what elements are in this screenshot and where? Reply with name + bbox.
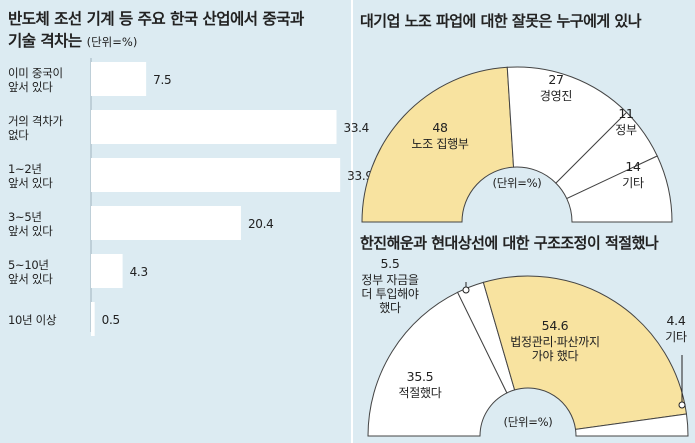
bar-chart-title-line1: 반도체 조선 기계 등 주요 한국 산업에서 중국과 xyxy=(8,10,304,28)
pie-bottom-slice-label: 정부 자금을 xyxy=(361,273,418,287)
panel-divider xyxy=(351,0,353,443)
bar-category-label: 3~5년 xyxy=(8,210,42,224)
bar xyxy=(91,302,95,336)
bar-value-label: 4.3 xyxy=(130,265,148,279)
bar xyxy=(91,110,337,144)
pie-top-unit: (단위=%) xyxy=(493,176,542,190)
bar-chart-title-line2: 기술 격차는 (단위=%) xyxy=(8,30,348,53)
bar-category-label: 앞서 있다 xyxy=(8,272,53,286)
pie-bottom-title: 한진해운과 현대상선에 대한 구조조정이 적절했나 xyxy=(360,234,659,252)
pie-top-slice xyxy=(566,155,673,223)
bar-category-label: 1~2년 xyxy=(8,162,42,176)
pie-top-value-label: 27 xyxy=(548,72,563,87)
pie-top-slice-label: 정부 xyxy=(615,123,637,137)
pie-bottom-slice-label: 기타 xyxy=(665,330,687,344)
pie-top-title: 대기업 노조 파업에 대한 잘못은 누구에게 있나 xyxy=(360,12,642,30)
bar-chart-unit: (단위=%) xyxy=(86,35,138,49)
pie-top-slice-label: 노조 집행부 xyxy=(411,136,468,151)
bar xyxy=(91,254,123,288)
pie-bottom-value-label: 5.5 xyxy=(381,256,400,271)
pie-top-slice xyxy=(506,66,628,184)
pie-bottom-value-label: 35.5 xyxy=(407,369,434,384)
bar-chart-title: 반도체 조선 기계 등 주요 한국 산업에서 중국과 기술 격차는 (단위=%) xyxy=(8,8,348,53)
bar xyxy=(91,206,241,240)
pie-bottom-slice xyxy=(367,291,508,437)
pie-top-slice-label: 경영진 xyxy=(540,89,572,103)
pie-bottom-slice-label: 가야 했다 xyxy=(532,349,579,363)
bar xyxy=(91,158,341,192)
pie-top-value-label: 11 xyxy=(618,106,633,121)
bar-category-label: 앞서 있다 xyxy=(8,80,53,94)
pie-bottom-slice-label: 적절했다 xyxy=(399,386,442,400)
bar-value-label: 20.4 xyxy=(248,217,274,231)
pie-top-slice xyxy=(361,66,515,223)
bar-category-label: 없다 xyxy=(8,128,29,142)
bar-value-label: 7.5 xyxy=(153,73,171,87)
bar-value-label: 33.9 xyxy=(347,169,373,183)
pie-bottom-slice-label: 했다 xyxy=(379,301,401,315)
bar-category-label: 앞서 있다 xyxy=(8,224,53,238)
bar-value-label: 0.5 xyxy=(102,313,120,327)
pie-top-value-label: 48 xyxy=(432,120,448,135)
pie-bottom-slice xyxy=(574,413,689,437)
pie-top-value-label: 14 xyxy=(625,159,641,174)
pie-bottom-value-label: 54.6 xyxy=(542,318,569,333)
bar-value-label: 33.4 xyxy=(343,121,369,135)
pie-bottom-leader-dot xyxy=(678,401,686,409)
pie-bottom-slice-label: 법정관리·파산까지 xyxy=(510,335,599,349)
pie-top-slice-label: 기타 xyxy=(622,176,644,190)
bar xyxy=(91,62,147,96)
bar-category-label: 10년 이상 xyxy=(8,313,57,327)
bar-category-label: 거의 격차가 xyxy=(8,114,63,128)
pie-bottom-slice xyxy=(482,275,688,430)
pie-bottom-value-label: 4.4 xyxy=(667,313,686,328)
bar-chart-title-line2-text: 기술 격차는 xyxy=(8,32,82,50)
pie-bottom-unit: (단위=%) xyxy=(504,415,553,429)
pie-bottom-slice-label: 더 투입해야 xyxy=(361,287,418,301)
bar-category-label: 이미 중국이 xyxy=(8,66,63,80)
bar-category-label: 5~10년 xyxy=(8,258,49,272)
bar-category-label: 앞서 있다 xyxy=(8,176,53,190)
pie-bottom-leader-dot xyxy=(462,286,470,294)
